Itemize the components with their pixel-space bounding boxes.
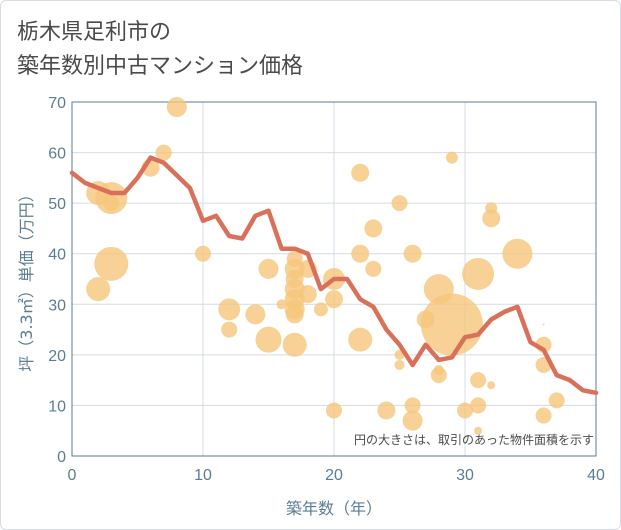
data-bubble [285,305,304,324]
x-tick-label: 0 [68,467,77,484]
data-bubble [430,367,447,384]
y-tick-label: 40 [48,247,66,264]
x-tick-label: 30 [456,467,474,484]
data-bubble [276,299,287,310]
data-bubble [377,401,396,420]
data-bubble [445,151,458,164]
data-bubble [470,372,487,389]
x-axis-ticks: 0 10 20 30 40 [68,467,605,484]
average-price-line [69,155,599,396]
data-bubble [166,97,187,118]
data-bubble [542,323,545,326]
y-tick-label: 30 [48,297,66,314]
data-bubble [462,257,495,290]
y-tick-label: 50 [48,196,66,213]
data-bubble [103,195,120,212]
data-bubble [365,260,382,277]
trend-line-series [69,155,599,396]
data-bubble [313,302,328,317]
data-bubble [470,397,487,414]
chart-title: 栃木県足利市の 築年数別中古マンション価格 [17,20,304,79]
data-bubble [482,209,501,228]
data-bubble [403,244,422,263]
data-bubble [548,392,565,409]
y-tick-label: 10 [48,398,66,415]
data-bubble [298,285,317,304]
data-bubble [474,426,483,435]
size-annotation: 円の大きさは、取引のあった物件面積を示す [354,432,594,447]
data-bubble [94,246,129,281]
data-bubble [394,359,405,370]
data-bubble [221,321,238,338]
data-bubble [391,195,408,212]
data-bubble [86,277,111,302]
data-bubble [218,298,241,321]
data-bubble [282,332,307,357]
data-bubble [535,407,552,424]
data-bubble [255,326,282,353]
data-bubble [195,245,211,262]
x-tick-label: 40 [587,467,605,484]
data-bubble [325,290,343,309]
y-axis-label: 坪（3.3㎡）単価（万円） [17,186,36,371]
x-axis-label: 築年数（年） [286,499,382,518]
y-tick-label: 20 [48,348,66,365]
data-bubble [348,327,373,352]
y-tick-label: 0 [57,449,66,466]
x-tick-label: 20 [325,467,343,484]
x-tick-label: 10 [194,467,212,484]
data-bubble [402,410,423,431]
bubble-series [86,97,565,435]
y-axis-ticks: 0 10 20 30 40 50 60 70 [48,95,66,466]
data-bubble [502,238,533,269]
data-bubble [457,402,473,419]
y-tick-label: 70 [48,95,66,112]
data-bubble [155,144,172,161]
data-bubble [351,244,370,263]
y-tick-label: 60 [48,146,66,163]
data-bubble [364,219,383,238]
data-bubble [351,163,370,182]
data-bubble [326,402,342,419]
data-bubble [245,304,266,325]
data-bubble [420,293,483,356]
data-bubble [404,397,421,414]
data-bubble [258,258,279,279]
plot-area-border [71,101,597,457]
data-bubble [487,381,496,390]
